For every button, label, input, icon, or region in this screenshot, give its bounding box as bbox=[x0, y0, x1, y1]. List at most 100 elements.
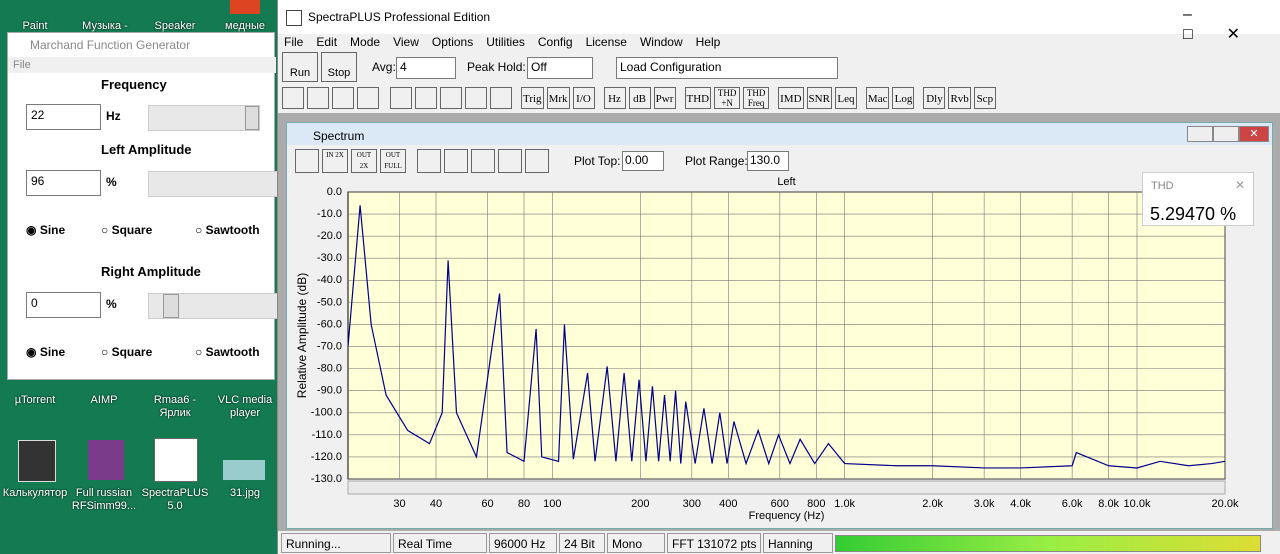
window-controls[interactable]: –□✕ bbox=[1183, 6, 1275, 43]
input[interactable]: 96 bbox=[26, 170, 101, 196]
menu-item[interactable]: Edit bbox=[316, 35, 338, 49]
button[interactable]: OUT 2X bbox=[351, 149, 377, 173]
y-tick-label: -110.0 bbox=[312, 429, 342, 441]
button[interactable]: IN 2X bbox=[322, 149, 348, 173]
desktop-icon[interactable]: Paint bbox=[22, 20, 48, 32]
desktop-icon[interactable]: 31.jpg bbox=[230, 487, 260, 499]
slider[interactable] bbox=[148, 293, 278, 319]
label: Avg: bbox=[372, 60, 396, 74]
button[interactable]: Pwr bbox=[653, 87, 676, 109]
button[interactable] bbox=[357, 87, 379, 109]
button[interactable]: Scp bbox=[973, 87, 996, 109]
menu-item[interactable]: Config bbox=[537, 35, 573, 49]
generator-window: Marchand Function Generator File Frequen… bbox=[7, 32, 278, 380]
desktop-icon[interactable]: Rmaa6 - Ярлик bbox=[153, 394, 197, 419]
desktop-icon[interactable]: Speaker bbox=[154, 20, 196, 32]
desktop-icon[interactable]: Музыка - bbox=[82, 20, 128, 32]
dropdown[interactable]: 4 bbox=[396, 57, 456, 79]
menu-item[interactable]: Options bbox=[431, 35, 474, 49]
button[interactable] bbox=[490, 87, 512, 109]
button[interactable] bbox=[465, 87, 487, 109]
y-tick-label: -10.0 bbox=[317, 208, 342, 220]
y-tick-label: -30.0 bbox=[317, 252, 342, 264]
radio[interactable]: ◉ Sine bbox=[26, 223, 66, 237]
slider[interactable] bbox=[148, 171, 278, 197]
button[interactable] bbox=[525, 149, 549, 173]
thd-popup: THD ✕ 5.29470 % bbox=[1142, 172, 1254, 226]
button[interactable]: dB bbox=[628, 87, 651, 109]
desktop-icon[interactable]: Калькулятор bbox=[2, 487, 68, 499]
y-tick-label: 0.0 bbox=[327, 186, 342, 198]
button[interactable]: IMD bbox=[778, 87, 804, 109]
menu-item[interactable]: Help bbox=[695, 35, 721, 49]
button[interactable]: I/O bbox=[572, 87, 595, 109]
radio[interactable]: ○ Square bbox=[101, 345, 153, 359]
menu-item[interactable]: File bbox=[284, 35, 304, 49]
button[interactable] bbox=[307, 87, 329, 109]
button[interactable] bbox=[390, 87, 412, 109]
dropdown[interactable]: Off bbox=[527, 57, 593, 79]
slider[interactable] bbox=[148, 105, 260, 131]
button[interactable]: Trig bbox=[521, 87, 544, 109]
menu-item[interactable]: License bbox=[585, 35, 627, 49]
button[interactable]: OUT FULL bbox=[380, 149, 406, 173]
desktop-icon[interactable]: SpectraPLUS 5.0 bbox=[141, 487, 209, 512]
unit: Hz bbox=[106, 109, 121, 123]
button[interactable]: THD bbox=[684, 87, 712, 109]
button[interactable]: Stop bbox=[321, 52, 357, 82]
radio[interactable]: ◉ Sine bbox=[26, 345, 66, 359]
label: Frequency bbox=[101, 77, 167, 92]
button[interactable] bbox=[440, 87, 462, 109]
button[interactable]: Hz bbox=[603, 87, 626, 109]
spin-input[interactable]: 0.00 bbox=[622, 151, 664, 171]
y-tick-label: -130.0 bbox=[311, 473, 342, 485]
button[interactable] bbox=[282, 87, 304, 109]
x-tick-label: 40 bbox=[430, 498, 442, 510]
button[interactable]: Run bbox=[282, 52, 318, 82]
image-icon bbox=[223, 460, 265, 480]
x-tick-label: 3.0k bbox=[974, 498, 995, 510]
button[interactable]: Dly bbox=[923, 87, 946, 109]
menu-item[interactable]: View bbox=[393, 35, 419, 49]
menu-item[interactable]: Utilities bbox=[486, 35, 525, 49]
spin-input[interactable]: 130.0 bbox=[747, 151, 789, 171]
button[interactable]: Log bbox=[892, 87, 915, 109]
desktop-icon[interactable]: медные bbox=[225, 20, 265, 32]
button[interactable]: Leq bbox=[834, 87, 857, 109]
button[interactable] bbox=[444, 149, 468, 173]
label: Right Amplitude bbox=[101, 264, 201, 279]
menu-item[interactable]: Window bbox=[639, 35, 683, 49]
menu-item[interactable]: Mode bbox=[350, 35, 381, 49]
desktop-icon[interactable]: µTorrent bbox=[14, 394, 56, 406]
radio[interactable]: ○ Sawtooth bbox=[195, 345, 260, 359]
desktop-icon[interactable]: AIMP bbox=[90, 394, 118, 406]
button[interactable]: Rvb bbox=[948, 87, 971, 109]
x-tick-label: 8.0k bbox=[1098, 498, 1119, 510]
input[interactable]: 0 bbox=[26, 292, 101, 318]
y-tick-label: -90.0 bbox=[317, 385, 342, 397]
radio[interactable]: ○ Square bbox=[101, 223, 153, 237]
x-tick-label: 2.0k bbox=[922, 498, 943, 510]
radio-label: Sine bbox=[39, 223, 66, 237]
button[interactable]: Mrk bbox=[546, 87, 570, 109]
button[interactable]: Mac bbox=[865, 87, 890, 109]
desktop-icon[interactable]: Full russian RFSimm99... bbox=[71, 487, 137, 512]
button[interactable] bbox=[471, 149, 495, 173]
x-tick-label: 600 bbox=[771, 498, 789, 510]
button[interactable] bbox=[295, 149, 319, 173]
input[interactable]: 22 bbox=[26, 104, 101, 130]
button[interactable] bbox=[332, 87, 354, 109]
button[interactable]: THD Freq bbox=[743, 87, 770, 109]
button[interactable]: THD +N bbox=[714, 87, 741, 109]
window-title: Spectrum bbox=[313, 129, 365, 143]
status-field: FFT 131072 pts bbox=[667, 533, 761, 553]
button[interactable] bbox=[498, 149, 522, 173]
dropdown[interactable]: Load Configuration bbox=[616, 57, 838, 79]
desktop-icon[interactable]: VLC media player bbox=[217, 394, 273, 419]
button[interactable]: SNR bbox=[806, 87, 832, 109]
button[interactable] bbox=[415, 87, 437, 109]
menu-item[interactable]: File bbox=[13, 59, 31, 71]
button[interactable] bbox=[417, 149, 441, 173]
radio[interactable]: ○ Sawtooth bbox=[195, 223, 260, 237]
close[interactable]: ✕ bbox=[1235, 178, 1246, 192]
